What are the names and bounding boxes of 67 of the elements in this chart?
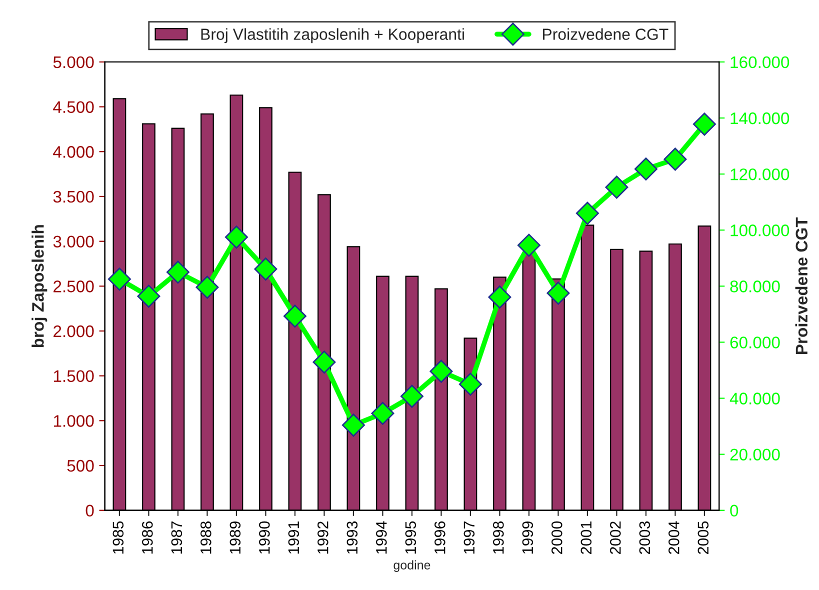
point (664, 148, 687, 171)
x-tick-label: 1999 (522, 521, 534, 554)
x-tick-label: 2005 (698, 521, 709, 554)
point (108, 268, 131, 291)
point (342, 414, 365, 437)
y2-tick-label: 100.000 (730, 224, 790, 236)
point (283, 304, 306, 328)
x-tick-label: 1993 (346, 521, 358, 554)
x-tick-label: 1991 (288, 522, 300, 554)
point (137, 284, 160, 308)
y2-tick-label: 20.000 (730, 448, 780, 461)
x-tick-label: 1988 (200, 521, 212, 554)
x-tick-label: 2002 (610, 522, 621, 554)
point (224, 226, 248, 249)
y-tick-label: 5.000 (53, 56, 94, 68)
x-axis-title: godine (394, 560, 430, 572)
point (605, 176, 628, 199)
x-tick-label: 2003 (639, 521, 650, 554)
legend-label: Proizvedene CGT (543, 28, 668, 40)
y2-tick-label: 80.000 (730, 280, 780, 292)
point (196, 276, 219, 299)
point (254, 258, 278, 281)
x-tick-label: 2000 (551, 521, 562, 554)
point (517, 234, 540, 257)
y-tick-label: 1.500 (54, 370, 94, 382)
x-tick-label: 1986 (142, 521, 153, 554)
x-tick-label: 1995 (405, 521, 416, 554)
x-tick-label: 1996 (434, 521, 446, 554)
y-tick-label: 4.500 (53, 101, 94, 113)
point (371, 402, 394, 425)
y-tick-label: 500 (67, 460, 94, 472)
x-tick-label: 1987 (171, 522, 182, 554)
y-tick-label: 1.000 (54, 415, 94, 427)
y2-tick-label: 140.000 (730, 112, 790, 124)
x-tick-label: 2004 (668, 521, 680, 554)
point (692, 112, 716, 136)
point (546, 282, 570, 305)
x-tick-label: 1985 (112, 521, 124, 554)
y-tick-label: 0 (86, 504, 94, 517)
x-tick-label: 1997 (464, 522, 475, 554)
y2-axis-title: Proizvedene CGT (795, 217, 808, 354)
point (458, 372, 482, 396)
y-tick-label: 4.000 (53, 146, 94, 158)
x-tick-label: 2001 (580, 522, 592, 554)
point (166, 260, 190, 284)
point (312, 350, 336, 374)
point (488, 286, 512, 309)
y-tick-label: 3.500 (53, 190, 94, 203)
y2-tick-label: 60.000 (730, 336, 780, 348)
y-tick-label: 2.000 (54, 325, 94, 338)
point (400, 384, 424, 408)
x-tick-label: 1998 (492, 521, 504, 554)
y2-tick-label: 120.000 (730, 168, 790, 180)
point (634, 158, 658, 181)
point (576, 202, 599, 225)
x-tick-label: 1994 (376, 521, 387, 554)
y2-tick-label: 160.000 (730, 56, 790, 68)
y-tick-label: 2.500 (54, 280, 94, 292)
x-tick-label: 1989 (230, 521, 241, 554)
x-tick-label: 1992 (317, 522, 328, 554)
x-tick-label: 1990 (258, 521, 270, 554)
y2-tick-label: 0 (730, 504, 738, 517)
point (430, 360, 453, 383)
y-tick-label: 3.000 (53, 236, 94, 248)
y2-tick-label: 40.000 (730, 392, 780, 404)
legend-label: Broj Vlastitih zaposlenih + Kooperanti (201, 28, 464, 44)
y-axis-title: broj Zaposlenih (32, 225, 48, 348)
